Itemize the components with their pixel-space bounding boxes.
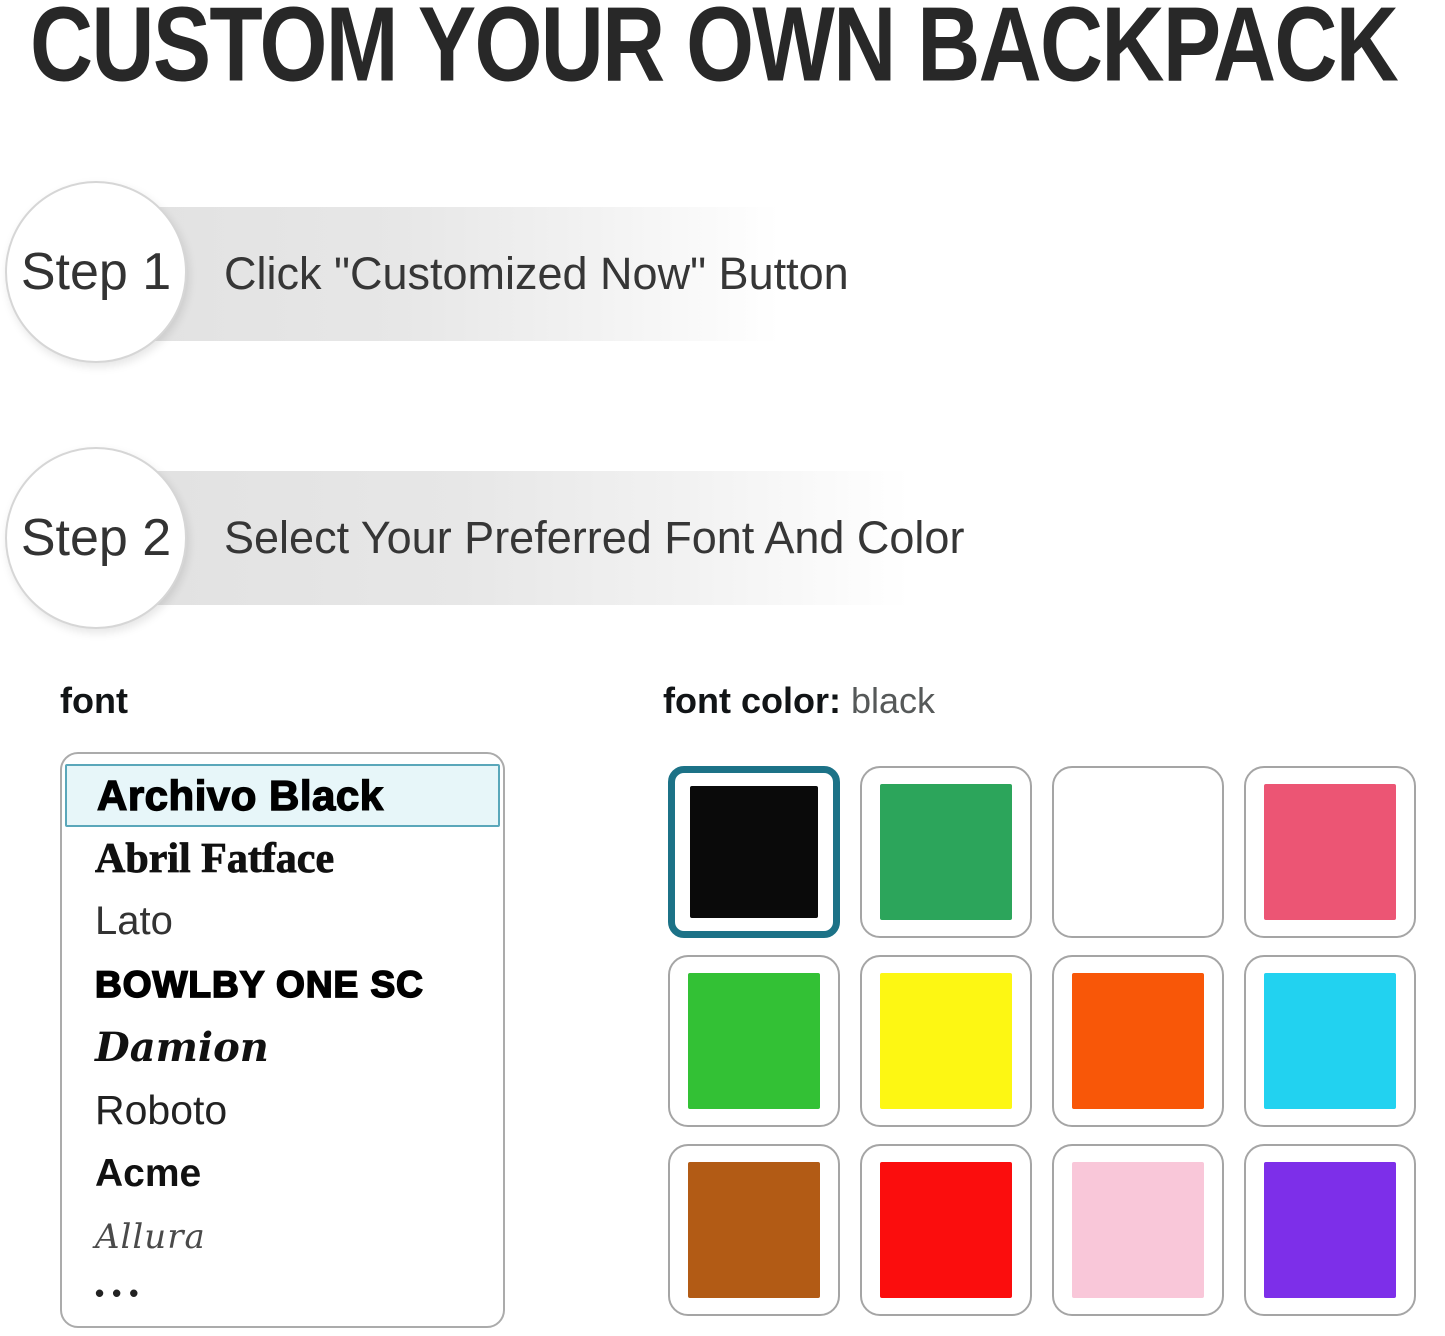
font-option-label: Archivo Black <box>96 771 384 819</box>
font-option-label: Abril Fatface <box>95 835 335 882</box>
color-swatch-bright-green[interactable] <box>668 955 840 1127</box>
page-title: CUSTOM YOUR OWN BACKPACK <box>30 0 1399 105</box>
step1-banner <box>96 207 780 341</box>
font-option-label: Lato <box>95 899 173 943</box>
font-option-acme[interactable]: Acme <box>62 1142 503 1205</box>
color-swatch-fill <box>880 784 1012 920</box>
color-swatch-grid <box>668 766 1416 1316</box>
color-swatch-fill <box>690 786 818 918</box>
color-swatch-yellow[interactable] <box>860 955 1032 1127</box>
step2-instruction: Select Your Preferred Font And Color <box>224 512 965 563</box>
step2-banner <box>96 471 910 605</box>
font-option-label: Roboto <box>95 1087 228 1133</box>
font-section-label: font <box>60 680 128 721</box>
color-swatch-orange[interactable] <box>1052 955 1224 1127</box>
color-swatch-fill <box>1264 784 1396 920</box>
font-option-label: BOWLBY ONE SC <box>94 963 424 1006</box>
color-swatch-brown[interactable] <box>668 1144 840 1316</box>
font-option-allura[interactable]: Allura <box>62 1205 503 1268</box>
font-color-selected-value: black <box>850 680 936 721</box>
font-option-abril-fatface[interactable]: Abril Fatface <box>62 827 503 890</box>
color-swatch-fill <box>1264 973 1396 1109</box>
color-swatch-cyan[interactable] <box>1244 955 1416 1127</box>
font-option-label: Acme <box>95 1151 202 1195</box>
font-option-archivo-black[interactable]: Archivo Black <box>65 764 500 827</box>
font-option-more[interactable]: ••• <box>62 1268 503 1318</box>
color-swatch-light-pink[interactable] <box>1052 1144 1224 1316</box>
color-swatch-green[interactable] <box>860 766 1032 938</box>
color-swatch-fill <box>1264 1162 1396 1298</box>
font-option-damion[interactable]: Damion <box>62 1016 503 1079</box>
color-swatch-red[interactable] <box>860 1144 1032 1316</box>
font-option-label: Damion <box>95 1024 269 1071</box>
color-swatch-fill <box>880 973 1012 1109</box>
color-swatch-purple[interactable] <box>1244 1144 1416 1316</box>
step2-badge-label: Step 2 <box>20 509 172 567</box>
font-option-bowlby-one-sc[interactable]: BOWLBY ONE SC <box>62 953 503 1016</box>
more-options-dots-icon: ••• <box>95 1277 147 1308</box>
color-swatch-fill <box>880 1162 1012 1298</box>
color-swatch-black[interactable] <box>668 766 840 938</box>
color-swatch-fill <box>688 973 820 1109</box>
color-swatch-fill <box>1072 784 1204 920</box>
step1-badge: Step 1 <box>5 181 187 363</box>
color-swatch-fill <box>688 1162 820 1298</box>
font-option-label: Allura <box>95 1216 206 1257</box>
step1-badge-label: Step 1 <box>20 243 172 301</box>
color-swatch-white[interactable] <box>1052 766 1224 938</box>
color-swatch-rose[interactable] <box>1244 766 1416 938</box>
color-swatch-fill <box>1072 1162 1204 1298</box>
font-color-section-label: font color: black <box>663 680 935 722</box>
font-options-list: Archivo Black Abril Fatface Lato BOWLBY … <box>60 752 505 1328</box>
font-option-roboto[interactable]: Roboto <box>62 1079 503 1142</box>
font-option-lato[interactable]: Lato <box>62 890 503 953</box>
font-color-label: font color: <box>663 680 841 721</box>
step2-badge: Step 2 <box>5 447 187 629</box>
step1-instruction: Click "Customized Now" Button <box>224 248 849 299</box>
color-swatch-fill <box>1072 973 1204 1109</box>
